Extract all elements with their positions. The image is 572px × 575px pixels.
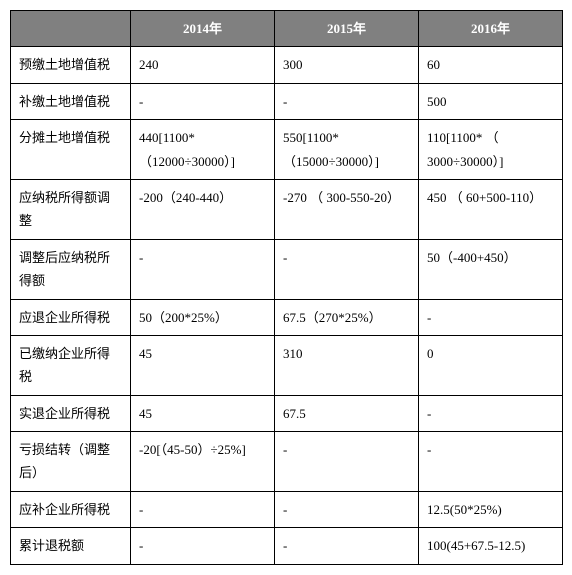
row-label: 应退企业所得税 — [11, 299, 131, 335]
cell-2014: -20[（45-50）÷25%] — [131, 432, 275, 492]
cell-2016: 450 （ 60+500-110） — [419, 179, 563, 239]
row-label: 已缴纳企业所得税 — [11, 335, 131, 395]
cell-2014: 50（200*25%） — [131, 299, 275, 335]
cell-2014: 440[1100*（12000÷30000）] — [131, 120, 275, 180]
cell-2016: 0 — [419, 335, 563, 395]
cell-2016: - — [419, 432, 563, 492]
cell-2016: 110[1100* （ 3000÷30000）] — [419, 120, 563, 180]
row-label: 亏损结转（调整后） — [11, 432, 131, 492]
cell-2016: - — [419, 395, 563, 431]
cell-2015: 310 — [275, 335, 419, 395]
header-2014: 2014年 — [131, 11, 275, 47]
cell-2015: -270 （ 300-550-20） — [275, 179, 419, 239]
table-row: 应退企业所得税 50（200*25%） 67.5（270*25%） - — [11, 299, 563, 335]
cell-2015: - — [275, 83, 419, 119]
tax-table: 2014年 2015年 2016年 预缴土地增值税 240 300 60 补缴土… — [10, 10, 563, 565]
header-blank — [11, 11, 131, 47]
cell-2014: - — [131, 239, 275, 299]
row-label: 调整后应纳税所得额 — [11, 239, 131, 299]
cell-2014: - — [131, 83, 275, 119]
row-label: 补缴土地增值税 — [11, 83, 131, 119]
table-row: 调整后应纳税所得额 - - 50（-400+450） — [11, 239, 563, 299]
cell-2015: - — [275, 239, 419, 299]
row-label: 应补企业所得税 — [11, 491, 131, 527]
cell-2016: - — [419, 299, 563, 335]
cell-2015: - — [275, 432, 419, 492]
table-row: 应补企业所得税 - - 12.5(50*25%) — [11, 491, 563, 527]
cell-2014: 45 — [131, 335, 275, 395]
cell-2015: - — [275, 491, 419, 527]
cell-2014: - — [131, 528, 275, 564]
row-label: 预缴土地增值税 — [11, 47, 131, 83]
header-2016: 2016年 — [419, 11, 563, 47]
cell-2014: -200（240-440） — [131, 179, 275, 239]
cell-2015: 67.5 — [275, 395, 419, 431]
row-label: 应纳税所得额调整 — [11, 179, 131, 239]
table-row: 实退企业所得税 45 67.5 - — [11, 395, 563, 431]
header-row: 2014年 2015年 2016年 — [11, 11, 563, 47]
table-row: 亏损结转（调整后） -20[（45-50）÷25%] - - — [11, 432, 563, 492]
table-row: 预缴土地增值税 240 300 60 — [11, 47, 563, 83]
cell-2015: 67.5（270*25%） — [275, 299, 419, 335]
cell-2016: 500 — [419, 83, 563, 119]
table-row: 应纳税所得额调整 -200（240-440） -270 （ 300-550-20… — [11, 179, 563, 239]
cell-2014: 240 — [131, 47, 275, 83]
table-row: 分摊土地增值税 440[1100*（12000÷30000）] 550[1100… — [11, 120, 563, 180]
row-label: 实退企业所得税 — [11, 395, 131, 431]
cell-2015: 300 — [275, 47, 419, 83]
cell-2016: 50（-400+450） — [419, 239, 563, 299]
cell-2014: 45 — [131, 395, 275, 431]
cell-2016: 12.5(50*25%) — [419, 491, 563, 527]
header-2015: 2015年 — [275, 11, 419, 47]
table-row: 补缴土地增值税 - - 500 — [11, 83, 563, 119]
row-label: 分摊土地增值税 — [11, 120, 131, 180]
row-label: 累计退税额 — [11, 528, 131, 564]
cell-2014: - — [131, 491, 275, 527]
table-row: 累计退税额 - - 100(45+67.5-12.5) — [11, 528, 563, 564]
cell-2015: - — [275, 528, 419, 564]
cell-2016: 100(45+67.5-12.5) — [419, 528, 563, 564]
table-row: 已缴纳企业所得税 45 310 0 — [11, 335, 563, 395]
cell-2015: 550[1100*（15000÷30000）] — [275, 120, 419, 180]
cell-2016: 60 — [419, 47, 563, 83]
